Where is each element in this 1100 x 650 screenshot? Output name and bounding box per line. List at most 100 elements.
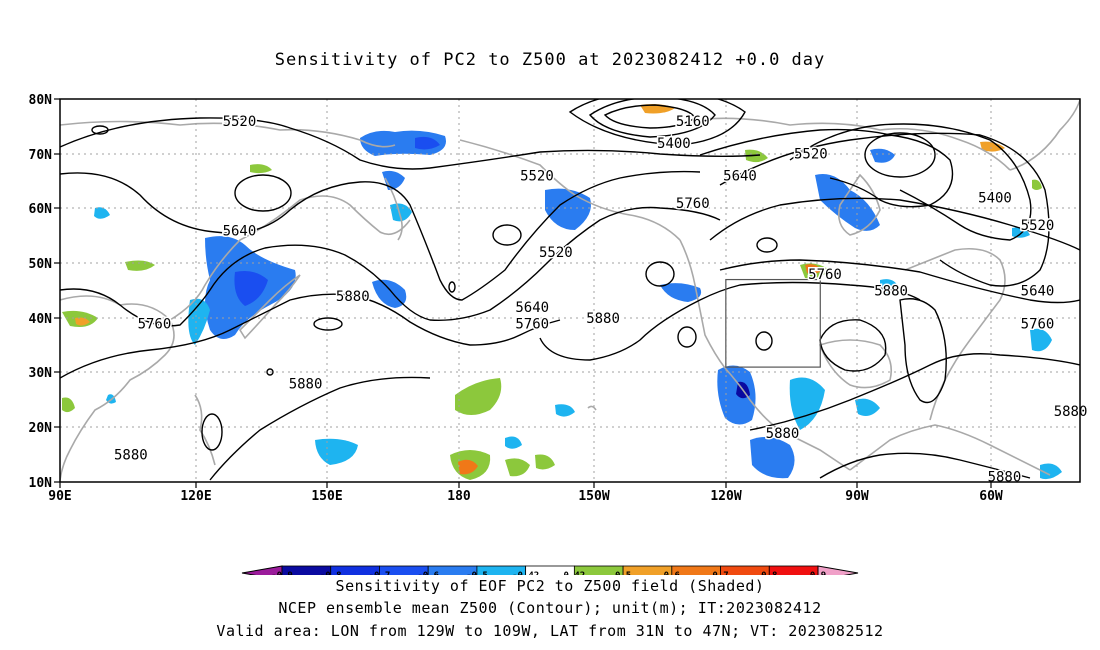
contour-low (266, 368, 274, 376)
colorbar-label: -0.7 (369, 571, 391, 575)
coastline-asia (60, 295, 175, 481)
contour-low (756, 237, 778, 253)
contour-5880-closed (899, 298, 947, 404)
lon-label: 150W (578, 489, 609, 504)
contour-label: 5640 (223, 223, 257, 239)
contour-label: 5760 (515, 316, 549, 332)
contour-5640 (60, 170, 701, 301)
lat-label: 50N (29, 257, 53, 272)
lon-label: 150E (311, 489, 342, 504)
shade-negative (94, 207, 110, 219)
lat-label: 30N (29, 366, 53, 381)
shade-negative (315, 438, 358, 465)
colorbar-label: 0.5 (615, 571, 631, 575)
shade-positive (1032, 179, 1042, 190)
contour-low (234, 174, 292, 212)
lon-label: 120W (710, 489, 741, 504)
valid-area-box (725, 278, 821, 368)
map-frame (59, 98, 1081, 483)
contour-label: 5400 (978, 190, 1012, 206)
shade-negative (789, 377, 825, 430)
coastline-central-america (849, 424, 1051, 476)
shade-negative (1030, 328, 1052, 352)
shade-negative (717, 365, 756, 425)
shade-negative (815, 174, 880, 231)
lon-labels: 90E 120E 150E 180 150W 120W 90W 60W (48, 489, 1003, 504)
contour-label: 5640 (1021, 284, 1055, 300)
shade-positive (75, 317, 90, 326)
coastline-na-arctic (689, 117, 1011, 171)
contour-5880 (749, 353, 1080, 431)
contour-label: 5760 (676, 196, 710, 212)
lon-label: 90E (48, 489, 71, 504)
contour-label: 5520 (223, 114, 257, 130)
shade-negative (415, 136, 440, 150)
coastline-asia (169, 195, 411, 321)
z500-contours (60, 99, 1080, 481)
shade-positive (535, 454, 555, 470)
shade-negative (555, 404, 575, 417)
shade-negative (855, 398, 880, 416)
contour-label: 5400 (657, 136, 691, 152)
contour-5760 (60, 206, 721, 327)
lat-label: 20N (29, 421, 53, 436)
colorbar-label: -0.8 (320, 571, 342, 575)
coastline-kamchatka (384, 177, 403, 241)
shade-negative (750, 436, 795, 479)
coastline-asia (60, 120, 396, 148)
colorbar-label: -0.9 (271, 571, 293, 575)
contour-5880 (539, 281, 921, 361)
lon-label: 120E (180, 489, 211, 504)
coastline-japan (238, 274, 301, 340)
contour-5520 (60, 117, 761, 170)
coastline-philippines (194, 394, 216, 466)
colorbar-label: -0.5 (466, 571, 488, 575)
lat-label: 60N (29, 202, 53, 217)
contour-label: 5520 (539, 245, 573, 261)
colorbar-label: -0.42 (512, 571, 539, 575)
contour-label: 5880 (1054, 404, 1088, 420)
shade-negative (660, 283, 702, 302)
contour-label: 5760 (138, 316, 172, 332)
page-title: Sensitivity of PC2 to Z500 at 2023082412… (274, 50, 826, 70)
contour-label: 5880 (114, 448, 148, 464)
shade-positive (125, 260, 155, 271)
lat-labels: 80N 70N 60N 50N 40N 30N 20N 10N (29, 93, 53, 491)
contour-label: 5640 (515, 300, 549, 316)
colorbar-label: 0.7 (712, 571, 728, 575)
contour-label: 5880 (766, 426, 800, 442)
lat-label: 10N (29, 476, 53, 491)
contour-label: 5760 (1021, 316, 1055, 332)
contour-label: 5520 (794, 147, 828, 163)
coastline-na-east (904, 247, 1006, 421)
shade-negative (505, 436, 522, 449)
coastline-hudson (837, 173, 881, 236)
shade-positive (458, 459, 478, 475)
contour-5520 (789, 123, 1032, 241)
contour-label: 5520 (520, 169, 554, 185)
contour-label: 5880 (874, 284, 908, 300)
contour-low (313, 317, 343, 331)
coastline-hawaii (587, 405, 597, 411)
shade-positive (505, 458, 530, 477)
colorbar-label: 0.8 (761, 571, 777, 575)
shade-negative (1040, 463, 1062, 480)
shade-negative (234, 271, 268, 306)
contour-label: 5880 (586, 311, 620, 327)
caption-line-1: Sensitivity of EOF PC2 to Z500 field (Sh… (335, 577, 765, 595)
shade-positive (980, 141, 1005, 152)
coastline-gulf (818, 339, 893, 389)
shade-positive (250, 164, 272, 174)
shade-positive (455, 378, 502, 415)
contour-label: 5880 (988, 470, 1022, 486)
caption-line-2: NCEP ensemble mean Z500 (Contour); unit(… (278, 599, 822, 617)
shade-negative (188, 298, 210, 345)
coastlines (60, 99, 1080, 481)
contour-5640 (719, 132, 1050, 287)
contour-low (755, 331, 773, 351)
contour-low (201, 413, 223, 451)
contour-label: 5880 (289, 377, 323, 393)
shade-negative (372, 279, 407, 308)
